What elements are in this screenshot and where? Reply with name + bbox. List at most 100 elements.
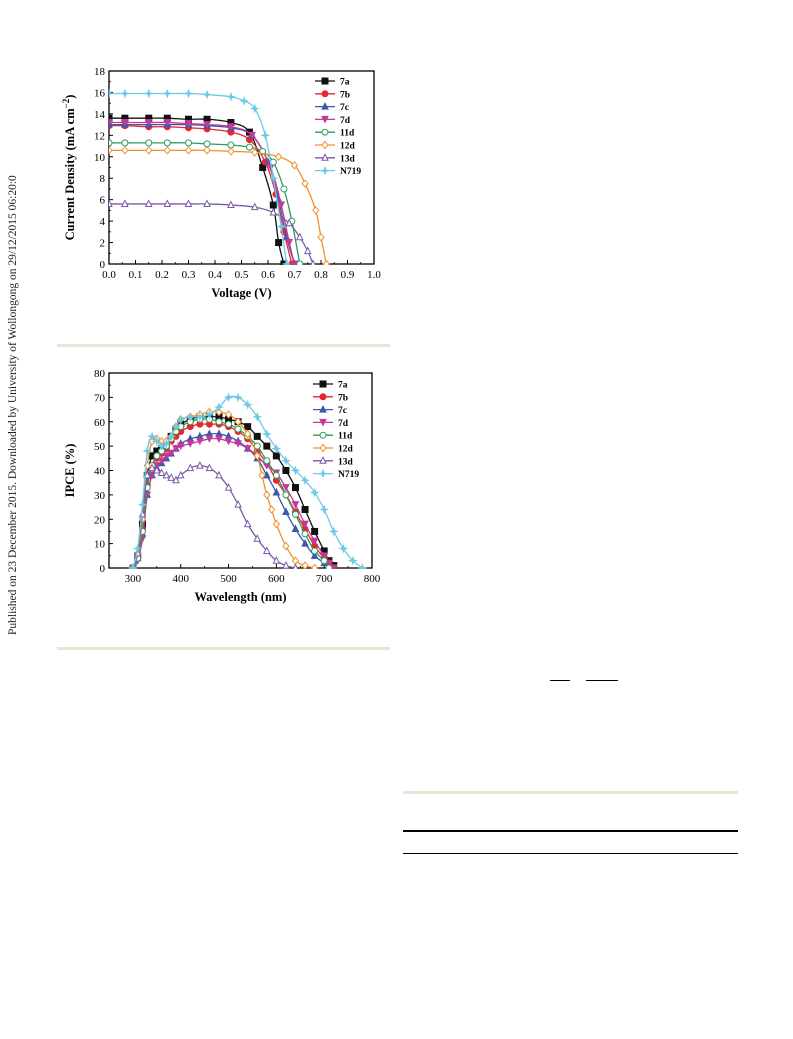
ipce-legend-marker [319,443,327,453]
ipce-y-tick-label: 40 [94,466,106,478]
jv-x-tick-label: 0.4 [208,269,222,281]
ipce-point-13d [215,470,223,479]
jv-point-7d [203,121,211,129]
ipce-point-7d [167,449,175,458]
ipce-point-7a [311,527,319,535]
ipce-point-7c [301,539,309,547]
ipce-x-tick-label: 600 [268,573,285,585]
jv-legend-marker [321,101,329,110]
jv-series-line-7b [109,124,293,265]
jv-x-tick-label: 0.2 [155,269,169,281]
ipce-point-7d [301,520,309,529]
ipce-legend-item-7c: 7c [313,404,347,416]
ipce-point-12d [263,490,271,500]
ipce-point-11d [272,471,280,479]
jv-point-12d [322,259,330,265]
download-notice: Published on 23 December 2015. Downloade… [7,175,19,635]
jv-point-12d [274,152,283,162]
ipce-point-N719 [261,428,272,439]
jv-point-7d [277,201,286,210]
jv-point-13d [227,200,235,209]
ipce-point-12d [253,451,261,461]
jv-x-tick-label: 0.6 [261,269,275,281]
ipce-point-N719 [132,543,143,554]
ipce-legend-label: 11d [338,432,353,442]
ipce-point-7a [291,484,299,492]
ipce-point-13d [162,470,171,479]
ipce-legend-item-13d: 13d [313,456,354,467]
ipce-series-12d [129,407,319,569]
ipce-point-13d [148,463,156,472]
jv-point-N719 [276,221,287,232]
jv-legend-label: 12d [340,142,356,152]
jv-point-11d [227,141,235,149]
jv-point-12d [121,146,129,155]
ipce-legend: 7a 7b 7c 7d 11d 12d 13d N719 [313,380,359,480]
jv-y-tick-label: 0 [100,259,106,271]
ipce-point-7a [282,467,290,474]
jv-legend-label: 7a [340,78,350,88]
jv-legend-marker [320,165,330,176]
ipce-legend-label: 7a [338,381,348,391]
ipce-point-11d [253,442,261,450]
jv-point-N719 [260,130,271,141]
jv-series-7b [109,122,296,265]
ipce-legend-label: 13d [338,457,354,467]
ipce-point-7d [196,437,204,446]
ipce-point-7d [162,452,171,460]
ipce-point-7c [272,487,281,496]
jv-point-12d [290,161,299,170]
jv-y-tick-label: 4 [100,216,106,228]
ipce-legend-marker [319,431,327,439]
jv-point-12d [312,206,320,215]
ipce-series-7a [129,413,338,569]
jv-point-13d [121,199,129,207]
ipce-point-11d [301,530,309,538]
ipce-y-tick-label: 80 [94,368,106,380]
jv-curve-chart: 0.0 0.1 0.2 0.3 0.4 0.5 0.6 0.7 0.8 0.9 1.0 0 2 4 6 8 10… [61,66,381,300]
jv-y-tick-label: 2 [100,238,106,250]
jv-point-7a [269,201,277,209]
ipce-legend-item-N719: N719 [313,468,359,480]
ipce-y-tick-label: 30 [94,490,106,502]
ipce-point-11d [153,452,161,460]
table-body-rule [403,853,738,854]
ipce-legend-marker [319,393,327,401]
ipce-point-13d [205,463,214,472]
ipce-point-7d [157,457,166,465]
ipce-point-13d [176,470,185,479]
ipce-point-13d [282,560,290,569]
jv-point-N719 [109,88,114,99]
jv-point-7a [259,164,267,171]
figure-divider-bottom [57,647,390,650]
ipce-point-N719 [185,411,196,422]
ipce-point-N719 [194,411,205,422]
ipce-point-13d [153,465,161,474]
ipce-point-7d [205,435,214,443]
jv-series-line-7a [109,117,285,265]
jv-legend-item-7b: 7b [315,90,350,100]
jv-y-tick-label: 6 [100,195,106,207]
ipce-point-N719 [156,441,167,452]
ipce-point-12d [244,429,252,439]
ipce-point-N719 [170,421,181,432]
ipce-point-N719 [166,431,177,442]
jv-point-13d [163,199,172,207]
jv-series-7a [109,114,288,265]
ipce-legend-item-7b: 7b [313,393,348,403]
jv-legend-item-13d: 13d [315,153,356,164]
jv-x-tick-label: 0.7 [288,269,302,281]
jv-legend-item-7d: 7d [315,115,351,126]
ipce-point-12d [272,519,281,529]
ipce-point-13d [272,556,281,564]
jv-point-7d [163,118,172,127]
jv-point-7a [275,239,283,247]
ipce-point-7c [282,507,290,515]
jv-point-7d [121,118,129,127]
jv-point-12d [163,146,171,155]
table-top-rule [403,791,738,794]
ipce-point-12d [267,505,276,514]
jv-y-axis-label: Current Density (mA cm−2) [61,95,77,241]
jv-point-12d [184,146,193,155]
jv-point-13d [250,202,259,211]
